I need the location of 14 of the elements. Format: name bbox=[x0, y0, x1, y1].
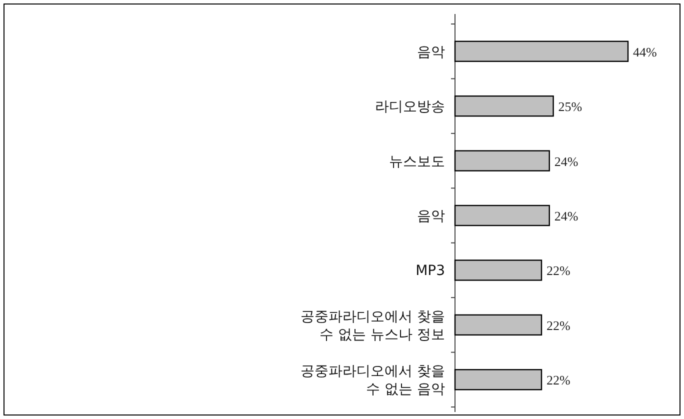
y-tick-label: 음악 bbox=[417, 44, 445, 60]
data-label: 24% bbox=[554, 154, 578, 169]
y-tick-label: 공중파라디오에서 찾을 수 없는 뉴스나 정보 bbox=[300, 308, 445, 343]
y-tick-label: 음악 bbox=[417, 208, 445, 224]
data-label: 22% bbox=[546, 263, 570, 278]
data-label: 44% bbox=[633, 44, 657, 60]
data-label: 25% bbox=[558, 99, 582, 114]
y-tick-label: 공중파라디오에서 찾을 수 없는 음악 bbox=[300, 364, 445, 398]
data-label: 22% bbox=[546, 318, 570, 333]
y-tick-label: MP3 bbox=[416, 263, 445, 280]
data-label: 22% bbox=[546, 372, 570, 388]
data-label: 24% bbox=[554, 208, 578, 224]
y-tick-label: 라디오방송 bbox=[375, 99, 445, 116]
y-tick-label: 뉴스보도 bbox=[389, 154, 445, 170]
